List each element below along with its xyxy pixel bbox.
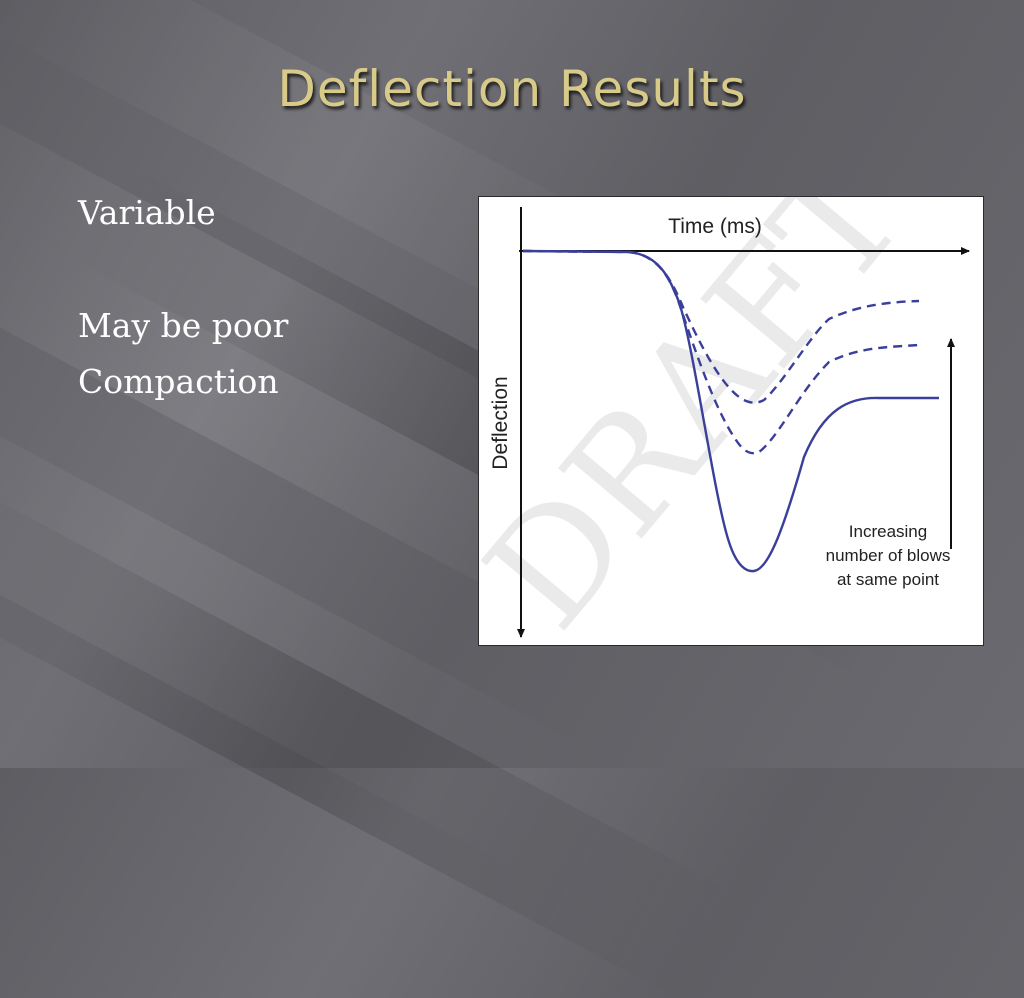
bullet-list: Variable May be poor Compaction	[78, 185, 438, 410]
annotation-line-3: at same point	[837, 570, 939, 589]
bullet-may-be-poor: May be poor	[78, 306, 289, 345]
slide-title: Deflection Results	[277, 60, 747, 118]
deflection-curve-solid	[522, 249, 939, 573]
annotation-line-2: number of blows	[826, 546, 951, 565]
bullet-variable: Variable	[78, 193, 216, 232]
deflection-diagram: DRAFT Time (ms) Deflection Increasing nu…	[479, 197, 970, 647]
x-axis-label: Time (ms)	[668, 215, 762, 238]
bullet-compaction: Compaction	[78, 362, 279, 401]
deflection-curve-dashed-1	[522, 249, 920, 455]
bullet-spacer	[78, 241, 438, 298]
annotation-line-1: Increasing	[849, 522, 927, 541]
deflection-figure: DRAFT Time (ms) Deflection Increasing nu…	[478, 196, 984, 647]
y-axis-label: Deflection	[489, 376, 512, 469]
deflection-curve-dashed-2	[522, 249, 920, 404]
